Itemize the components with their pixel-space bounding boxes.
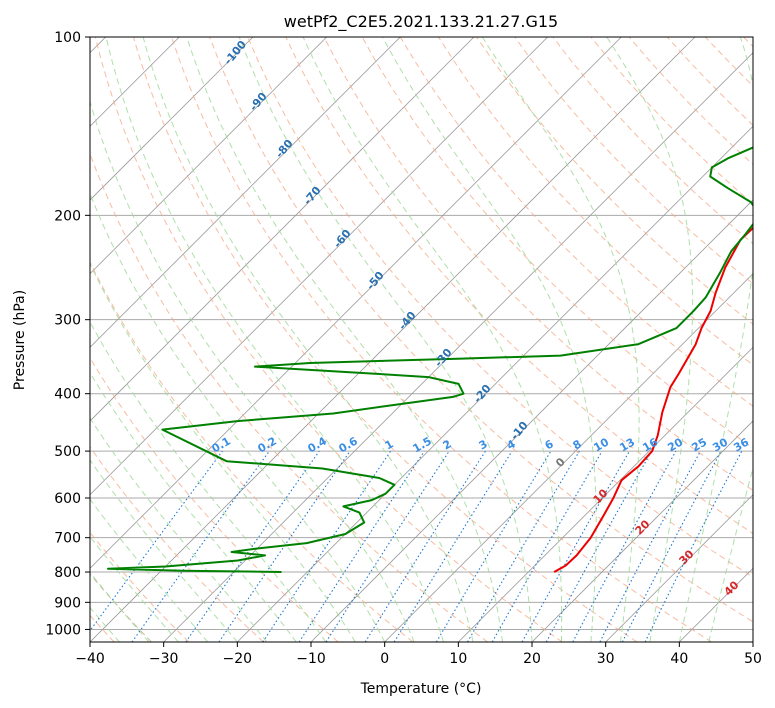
x-tick-label: 50: [744, 651, 762, 667]
isotherm-line: [90, 37, 327, 275]
moist-adiabat-line: [90, 192, 386, 642]
moist-adiabat-line: [302, 37, 563, 642]
x-tick-label: −10: [296, 651, 326, 667]
mixing-ratio-line: [262, 450, 392, 642]
moist-adiabat-line: [142, 37, 474, 642]
isotherm-line: [90, 37, 475, 422]
y-tick-label: 500: [54, 444, 81, 460]
chart-title: wetPf2_C2E5.2021.133.21.27.G15: [284, 12, 558, 32]
x-tick-label: 40: [670, 651, 688, 667]
mixing-ratio-line: [521, 450, 630, 642]
dewpoint-profile: [107, 146, 753, 573]
moist-adiabat-line: [90, 417, 268, 642]
x-tick-label: −20: [223, 651, 253, 667]
dry-adiabat-line: [90, 446, 264, 642]
y-axis-label: Pressure (hPa): [12, 290, 28, 390]
mixing-ratio-line: [325, 450, 450, 642]
dry-adiabat-line: [90, 260, 414, 642]
y-tick-label: 900: [54, 595, 81, 611]
dry-adiabat-line: [323, 37, 753, 491]
x-tick-label: 30: [597, 651, 615, 667]
mixing-ratio-line: [393, 450, 513, 642]
dry-adiabat-line: [285, 37, 753, 535]
y-tick-label: 400: [54, 387, 81, 403]
temperature-profile: [553, 226, 753, 573]
mixing-ratio-line: [644, 450, 743, 642]
isotherm-line: [90, 37, 254, 201]
isotherm-line: [90, 37, 622, 569]
x-tick-label: −40: [75, 651, 105, 667]
mixing-ratio-line: [572, 450, 677, 642]
moist-adiabat-line: [90, 459, 238, 642]
moist-adiabat-line: [90, 498, 209, 642]
moist-adiabat-line: [481, 37, 640, 642]
x-axis-label: Temperature (°C): [360, 681, 482, 697]
dry-adiabat-line: [132, 37, 638, 642]
dry-adiabat-line: [90, 356, 339, 642]
moist-adiabat-line: [90, 371, 297, 642]
dry-adiabat-line: [247, 37, 753, 578]
moist-adiabat-line: [708, 466, 753, 642]
isotherm-line: [90, 37, 548, 496]
isotherm-line: [531, 420, 753, 642]
dry-adiabat-line: [514, 37, 753, 285]
y-tick-label: 700: [54, 531, 81, 547]
y-tick-label: 300: [54, 313, 81, 329]
moist-adiabat-line: [105, 37, 445, 642]
mixing-ratio-line: [90, 450, 223, 632]
isotherm-line: [90, 37, 401, 348]
mixing-ratio-line: [218, 450, 351, 642]
isotherm-line: [384, 273, 753, 642]
y-tick-label: 100: [54, 30, 81, 46]
isotherm-line: [605, 494, 753, 642]
dry-adiabat-line: [209, 37, 753, 623]
moist-adiabat-line: [606, 37, 694, 642]
isotherm-line: [237, 125, 753, 642]
isotherm-line: [163, 52, 753, 642]
axis-layer: −40 −30 −20 −10 0 10 20 30 40 50 100 200 300 400 500 60…: [45, 30, 762, 667]
isotherm-line: [458, 346, 753, 642]
x-tick-label: 20: [523, 651, 541, 667]
moist-adiabat-line: [90, 321, 327, 642]
dry-adiabat-line: [94, 37, 563, 642]
y-tick-label: 200: [54, 208, 81, 224]
moist-adiabat-line: [678, 37, 753, 642]
plot-frame: [89, 36, 754, 643]
y-tick-label: 600: [54, 491, 81, 507]
y-tick-label: 1000: [45, 622, 81, 638]
x-tick-label: −30: [149, 651, 179, 667]
y-tick-label: 800: [54, 565, 81, 581]
moist-adiabat-line: [90, 99, 415, 642]
grid-layer: [90, 37, 753, 642]
moist-adiabat-line: [382, 37, 597, 642]
dry-adiabat-line: [476, 37, 753, 325]
series-layer: [107, 146, 753, 573]
x-tick-label: 0: [380, 651, 389, 667]
moist-adiabat-line: [90, 262, 356, 642]
dry-adiabat-line: [171, 37, 712, 642]
mixing-ratio-line: [545, 450, 653, 642]
moist-adiabat-line: [186, 37, 503, 642]
mixing-ratio-line: [185, 450, 320, 642]
x-tick-label: 10: [449, 651, 467, 667]
isotherm-line: [90, 37, 696, 642]
mixing-ratio-line: [298, 450, 425, 642]
moist-adiabat-line: [90, 535, 179, 642]
moist-adiabat-line: [238, 37, 533, 642]
